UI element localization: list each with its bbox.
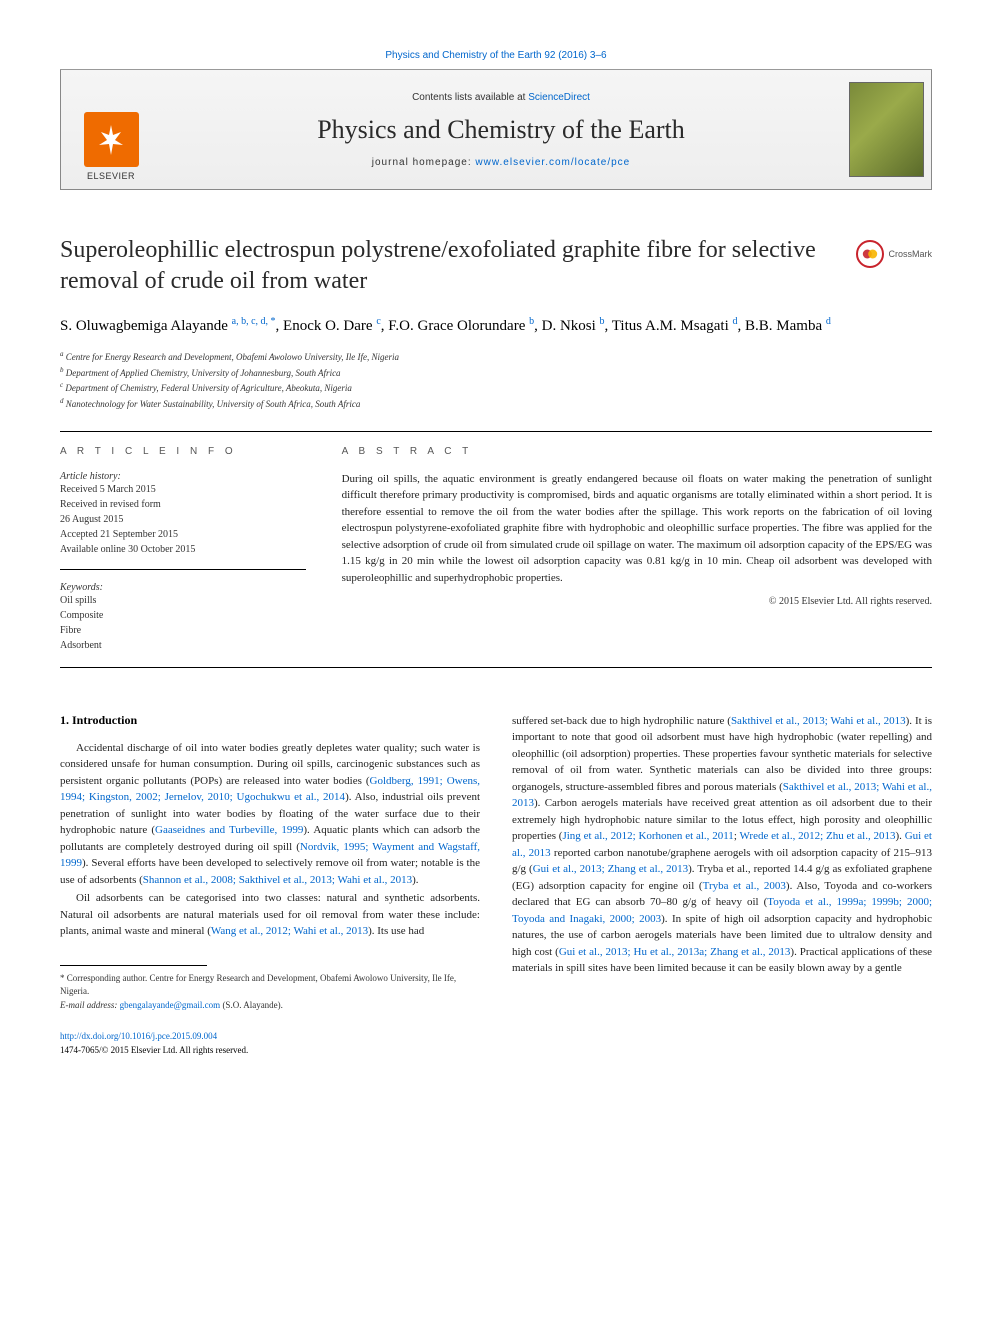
email-link[interactable]: gbengalayande@gmail.com — [120, 1000, 221, 1010]
crossmark-label: CrossMark — [888, 249, 932, 259]
info-abstract-row: A R T I C L E I N F O Article history: R… — [60, 431, 932, 668]
corresponding-author: * Corresponding author. Centre for Energ… — [60, 972, 480, 999]
history-label: Article history: — [60, 471, 306, 482]
journal-cover-thumbnail — [849, 82, 924, 177]
intro-body: Accidental discharge of oil into water b… — [60, 740, 480, 940]
keyword-items: Oil spillsCompositeFibreAdsorbent — [60, 593, 306, 653]
email-suffix: (S.O. Alayande). — [220, 1000, 283, 1010]
journal-homepage-line: journal homepage: www.elsevier.com/locat… — [372, 157, 630, 168]
issn-line: 1474-7065/© 2015 Elsevier Ltd. All right… — [60, 1044, 480, 1058]
journal-name: Physics and Chemistry of the Earth — [317, 115, 685, 145]
abstract-copyright: © 2015 Elsevier Ltd. All rights reserved… — [342, 596, 932, 607]
ref-link[interactable]: Wang et al., 2012; Wahi et al., 2013 — [211, 925, 368, 937]
ref-link[interactable]: Jing et al., 2012; Korhonen et al., 2011 — [562, 830, 733, 842]
col2-body: suffered set-back due to high hydrophili… — [512, 713, 932, 977]
title-block: Superoleophillic electrospun polystrene/… — [60, 235, 932, 297]
abstract-panel: A B S T R A C T During oil spills, the a… — [322, 432, 932, 667]
p2-b: ). Its use had — [368, 925, 424, 937]
c2-a: suffered set-back due to high hydrophili… — [512, 715, 731, 727]
ref-link[interactable]: Sakthivel et al., 2013; Wahi et al., 201… — [731, 715, 906, 727]
crossmark-icon — [856, 240, 884, 268]
history-items: Received 5 March 2015Received in revised… — [60, 482, 306, 557]
homepage-link[interactable]: www.elsevier.com/locate/pce — [475, 157, 630, 168]
article-title: Superoleophillic electrospun polystrene/… — [60, 235, 932, 297]
sciencedirect-link[interactable]: ScienceDirect — [528, 92, 590, 103]
crossmark-badge[interactable]: CrossMark — [856, 240, 932, 268]
ref-link[interactable]: Tryba et al., 2003 — [703, 880, 786, 892]
email-line: E-mail address: gbengalayande@gmail.com … — [60, 999, 480, 1013]
authors-line: S. Oluwagbemiga Alayande a, b, c, d, *, … — [60, 315, 932, 337]
c2-e: ). — [896, 830, 905, 842]
article-info-panel: A R T I C L E I N F O Article history: R… — [60, 432, 322, 667]
doi-block: http://dx.doi.org/10.1016/j.pce.2015.09.… — [60, 1030, 480, 1057]
intro-heading: 1. Introduction — [60, 713, 480, 728]
footnote-rule — [60, 965, 207, 966]
body-columns: 1. Introduction Accidental discharge of … — [60, 713, 932, 1058]
ref-link[interactable]: Shannon et al., 2008; Sakthivel et al., … — [143, 874, 412, 886]
email-label: E-mail address: — [60, 1000, 120, 1010]
column-right: suffered set-back due to high hydrophili… — [512, 713, 932, 1058]
abstract-header: A B S T R A C T — [342, 446, 932, 457]
header-citation[interactable]: Physics and Chemistry of the Earth 92 (2… — [60, 50, 932, 70]
journal-banner: ELSEVIER Contents lists available at Sci… — [60, 70, 932, 190]
ref-link[interactable]: Gaaseidnes and Turbeville, 1999 — [155, 824, 303, 836]
footnotes: * Corresponding author. Centre for Energ… — [60, 972, 480, 1013]
ref-link[interactable]: Gui et al., 2013; Zhang et al., 2013 — [533, 863, 688, 875]
banner-center: Contents lists available at ScienceDirec… — [161, 70, 841, 189]
doi-link[interactable]: http://dx.doi.org/10.1016/j.pce.2015.09.… — [60, 1031, 217, 1041]
affiliations: a Centre for Energy Research and Develop… — [60, 349, 932, 411]
elsevier-label: ELSEVIER — [87, 171, 135, 181]
abstract-text: During oil spills, the aquatic environme… — [342, 471, 932, 587]
ref-link[interactable]: Gui et al., 2013; Hu et al., 2013a; Zhan… — [559, 946, 791, 958]
contents-lists-line: Contents lists available at ScienceDirec… — [412, 92, 590, 103]
homepage-prefix: journal homepage: — [372, 157, 476, 168]
article-info-header: A R T I C L E I N F O — [60, 446, 306, 457]
p1-e: ). — [412, 874, 418, 886]
banner-right — [841, 70, 931, 189]
contents-prefix: Contents lists available at — [412, 92, 528, 103]
keywords-label: Keywords: — [60, 582, 306, 593]
column-left: 1. Introduction Accidental discharge of … — [60, 713, 480, 1058]
ref-link[interactable]: Wrede et al., 2012; Zhu et al., 2013 — [739, 830, 895, 842]
elsevier-tree-icon — [84, 112, 139, 167]
publisher-logo-block: ELSEVIER — [61, 70, 161, 189]
